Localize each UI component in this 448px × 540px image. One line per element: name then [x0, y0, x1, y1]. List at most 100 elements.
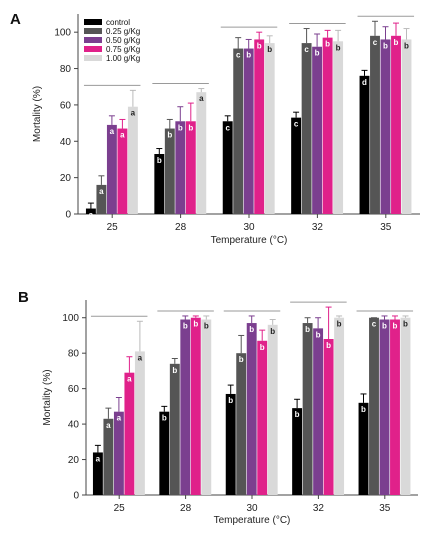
panel-b-bar — [103, 418, 114, 495]
panel-a-bar-letter: b — [188, 123, 193, 132]
panel-a-x-axis-title: Temperature (°C) — [211, 235, 288, 246]
panel-b-bar — [358, 402, 369, 495]
panel-b-bar-letter: b — [326, 341, 331, 350]
panel-b-bar-letter: b — [270, 327, 275, 336]
panel-b-bar-letter: b — [382, 322, 387, 331]
panel-a-bar — [243, 48, 254, 214]
panel-a-bar-letter: b — [336, 43, 341, 52]
panel-b-bar — [292, 408, 303, 495]
panel-a-bar — [322, 37, 333, 214]
panel-a-bar — [264, 43, 275, 214]
panel-a-bar — [233, 48, 244, 214]
panel-b-bar — [201, 319, 212, 495]
panel-a-legend-swatch — [84, 37, 102, 43]
panel-a-y-tick-label: 0 — [65, 210, 71, 221]
panel-a-bar — [254, 39, 265, 214]
panel-a-x-tick-label: 32 — [312, 222, 324, 233]
panel-b-x-tick-label: 35 — [379, 503, 391, 514]
panel-b-y-axis-title: Mortality (%) — [42, 369, 53, 425]
panel-b-bar-letter: a — [117, 414, 122, 423]
panel-b-bar-letter: a — [138, 353, 143, 362]
panel-b-bar-letter: b — [249, 325, 254, 334]
panel-a-bar — [301, 43, 312, 214]
panel-a-bar — [222, 121, 233, 214]
panel-a-bar-letter: c — [294, 120, 299, 129]
panel-a-bar — [127, 106, 138, 214]
panel-b-bar-letter: b — [316, 330, 321, 339]
panel-b-bar-letter: a — [96, 454, 101, 463]
panel-b-y-tick-label: 0 — [73, 491, 79, 502]
panel-a-bar — [185, 121, 196, 214]
panel-a-legend-swatch — [84, 19, 102, 25]
panel-b-bar-letter: a — [127, 375, 132, 384]
panel-a-bar-letter: a — [120, 131, 125, 140]
panel-a-legend-swatch — [84, 28, 102, 34]
panel-b-bar-letter: b — [239, 355, 244, 364]
panel-a-legend-swatch — [84, 55, 102, 61]
panel-b-bar — [190, 317, 201, 495]
panel-b-bar — [334, 317, 345, 495]
panel-a-y-tick-label: 100 — [54, 28, 71, 39]
panel-b-x-tick-label: 30 — [246, 503, 258, 514]
panel-b-bar — [236, 353, 247, 495]
panel-b-bar — [313, 328, 324, 495]
panel-b-bar — [246, 323, 257, 495]
panel-b-bar — [159, 411, 170, 495]
panel-b-bar-letter: b — [305, 325, 310, 334]
panel-a-bar-letter: b — [167, 131, 172, 140]
panel-b-bar — [113, 411, 124, 495]
panel-a-bar-letter: b — [404, 41, 409, 50]
panel-b-bar-letter: b — [193, 320, 198, 329]
panel-b-bar — [267, 324, 278, 495]
panel-a-bar — [196, 92, 207, 214]
panel-a-bar-letter: c — [236, 51, 241, 60]
panel-b-bar — [379, 319, 390, 495]
panel-a-bar — [333, 41, 344, 214]
panel-a-y-tick-label: 20 — [60, 173, 72, 184]
panel-b-x-tick-label: 32 — [313, 503, 325, 514]
panel-b-letter: B — [18, 289, 29, 306]
panel-b-x-axis-title: Temperature (°C) — [214, 515, 291, 526]
panel-a-bar — [106, 124, 117, 214]
panel-b-bar-letter: b — [361, 405, 366, 414]
panel-a-legend-label: 0.25 g/Kg — [106, 27, 140, 36]
panel-a-bar-letter: b — [315, 49, 320, 58]
panel-a-bar — [380, 39, 391, 214]
panel-a-bar-letter: b — [394, 38, 399, 47]
panel-a-bar-letter: b — [257, 41, 262, 50]
panel-b-x-tick-label: 28 — [180, 503, 192, 514]
panel-a-legend-label: 0.50 g/Kg — [106, 36, 140, 45]
panel-a-y-tick-label: 80 — [60, 64, 72, 75]
panel-b-bar — [323, 339, 334, 495]
panel-b-y-tick-label: 60 — [68, 384, 80, 395]
panel-a-bar-letter: b — [246, 51, 251, 60]
panel-b-bar — [400, 317, 411, 495]
panel-a-legend-label: control — [106, 18, 130, 27]
panel-b-bar-letter: b — [295, 410, 300, 419]
panel-b-bar — [369, 317, 379, 495]
panel-a-bar-letter: c — [373, 38, 378, 47]
panel-a-bar — [370, 35, 380, 215]
panel-a-bar — [291, 117, 302, 214]
panel-a-bar — [401, 39, 412, 214]
panel-a-bar-letter: a — [131, 109, 136, 118]
panel-a-bar-letter: d — [362, 78, 367, 87]
panel-b-bar — [180, 319, 191, 495]
panel-a-bar-letter: a — [110, 127, 115, 136]
panel-a-bar — [96, 184, 107, 214]
panel-a-bar — [154, 154, 165, 214]
panel-a-bar — [312, 46, 323, 215]
panel-b-bar — [302, 323, 313, 495]
panel-a-x-tick-label: 25 — [107, 222, 119, 233]
panel-b-y-tick-label: 20 — [68, 455, 80, 466]
panel-a-bar — [175, 121, 186, 214]
panel-b-bar-letter: b — [403, 320, 408, 329]
panel-a-bar-letter: c — [225, 123, 230, 132]
panel-a-bar — [85, 208, 96, 214]
panel-b-y-tick-label: 40 — [68, 420, 80, 431]
